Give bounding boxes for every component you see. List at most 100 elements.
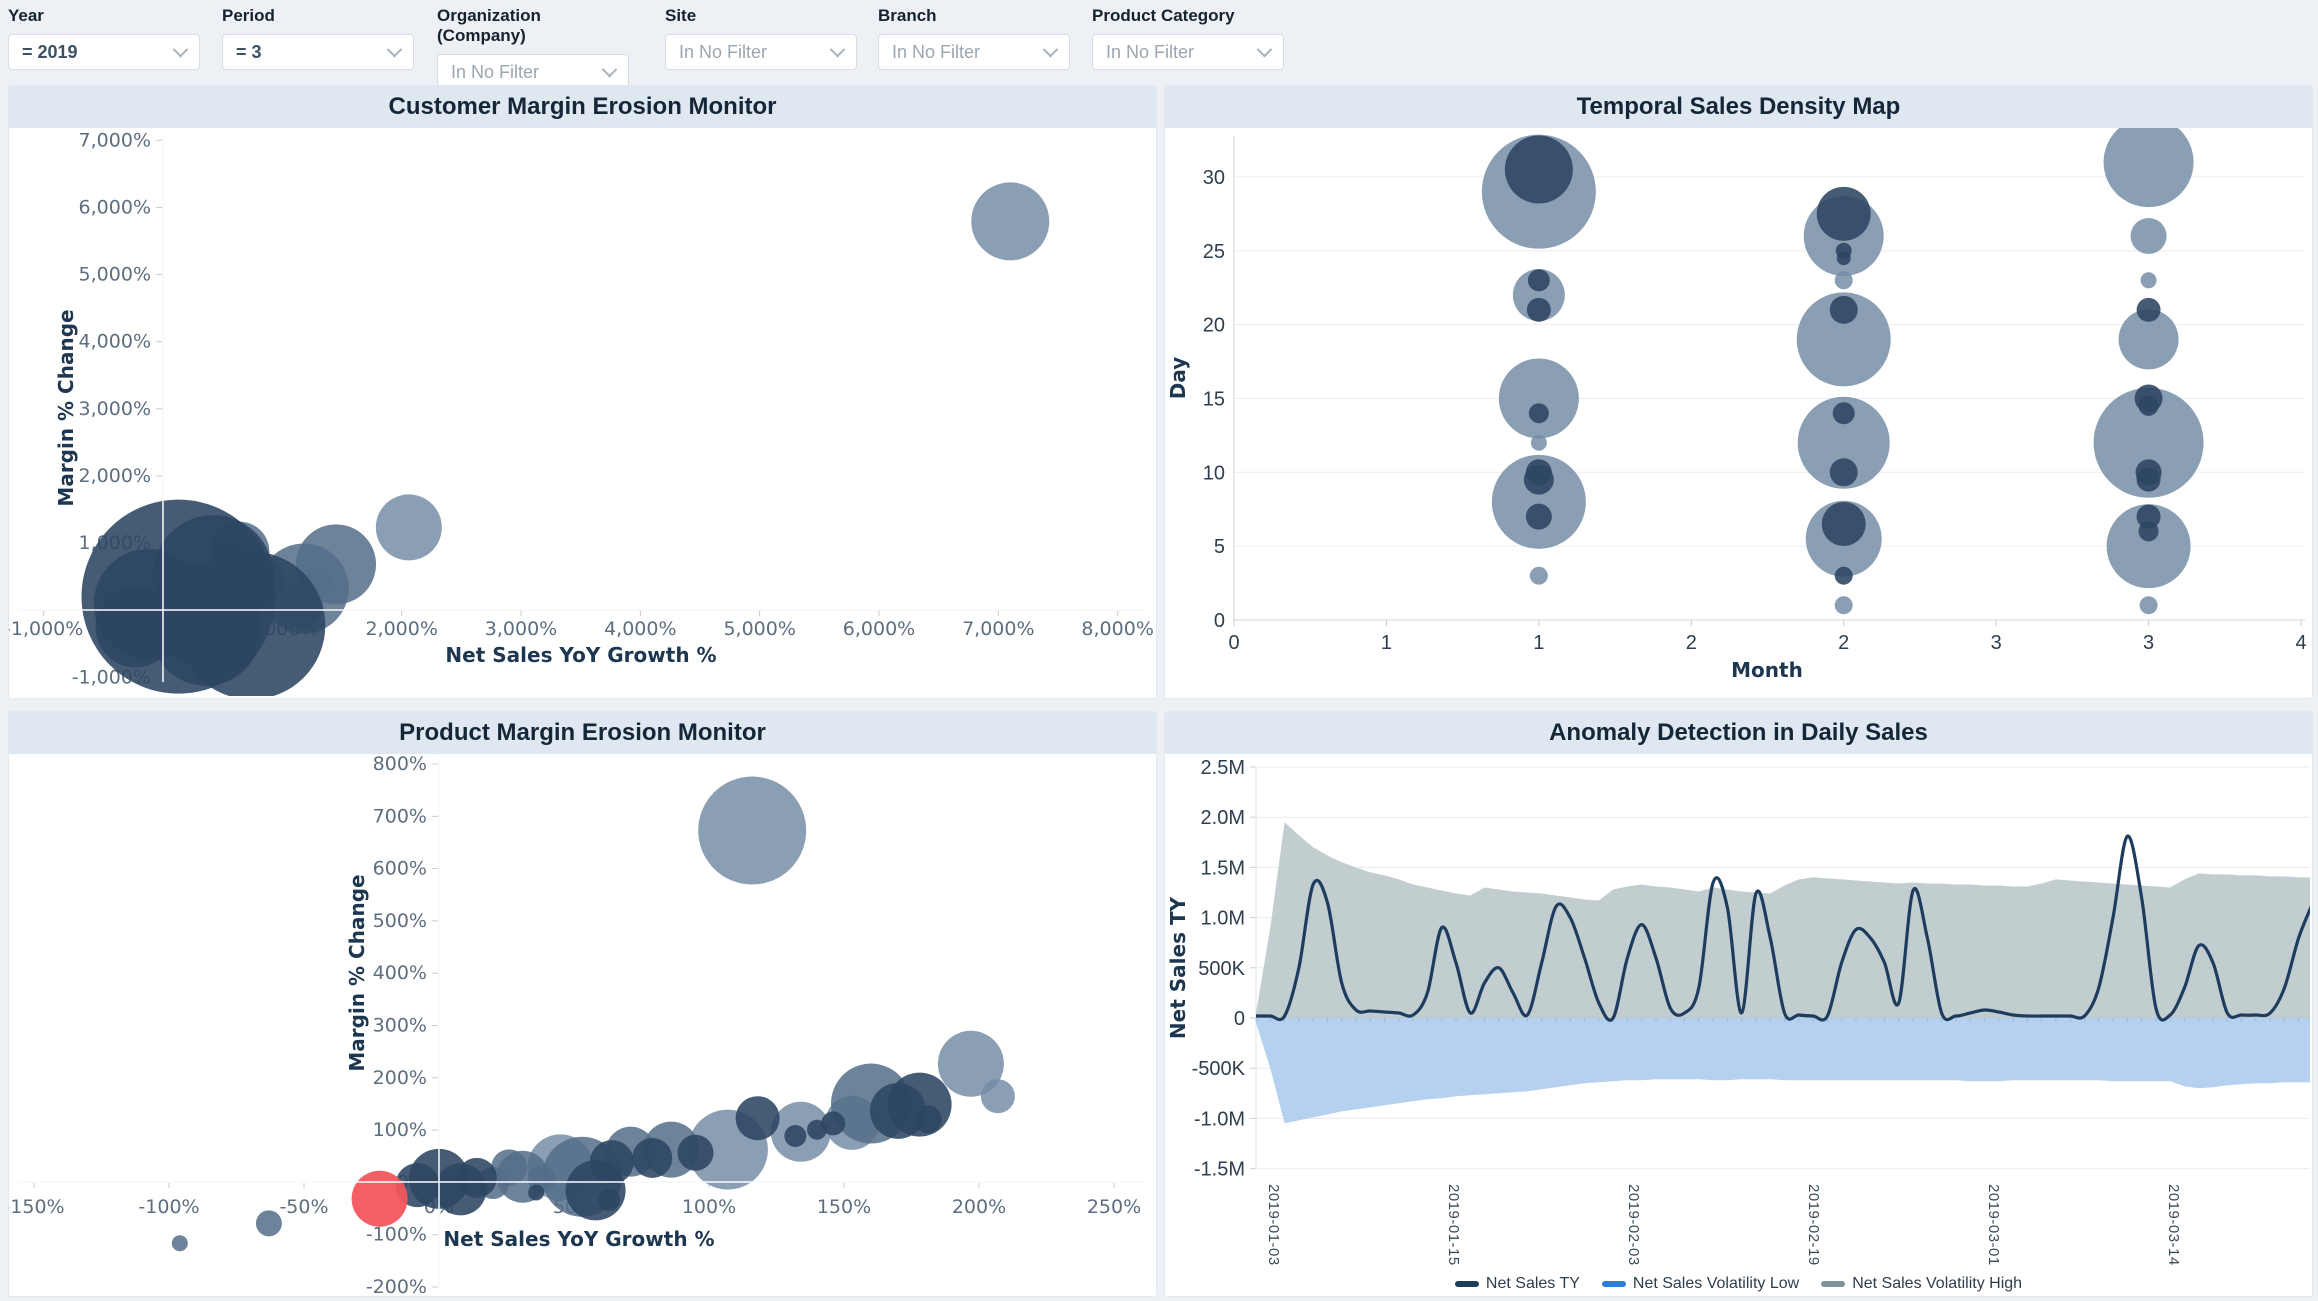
- chevron-down-icon: [386, 41, 403, 57]
- svg-text:-1.5M: -1.5M: [1194, 1159, 1245, 1181]
- filter-group-year: Year = 2019: [8, 6, 200, 70]
- site-select[interactable]: In No Filter: [665, 34, 857, 70]
- legend-item-volatility-low[interactable]: Net Sales Volatility Low: [1601, 1275, 1800, 1293]
- filter-group-product-category: Product Category In No Filter: [1092, 6, 1284, 70]
- svg-text:2019-01-15: 2019-01-15: [1445, 1184, 1462, 1266]
- chevron-down-icon: [172, 41, 189, 57]
- svg-text:4,000%: 4,000%: [79, 331, 151, 353]
- product-category-select[interactable]: In No Filter: [1092, 34, 1284, 70]
- svg-text:2.5M: 2.5M: [1201, 757, 1245, 779]
- svg-text:30: 30: [1203, 167, 1225, 189]
- svg-text:7,000%: 7,000%: [962, 618, 1034, 640]
- filter-label-period: Period: [222, 6, 275, 25]
- legend-item-volatility-high[interactable]: Net Sales Volatility High: [1821, 1275, 2022, 1293]
- chevron-down-icon: [1042, 41, 1059, 57]
- svg-text:-100%: -100%: [138, 1196, 199, 1218]
- legend-label: Net Sales Volatility Low: [1632, 1275, 1800, 1292]
- svg-text:10: 10: [1203, 462, 1225, 484]
- period-select[interactable]: = 3: [222, 34, 414, 70]
- product-category-select-value: In No Filter: [1106, 41, 1195, 62]
- legend-item-net-sales-ty[interactable]: Net Sales TY: [1454, 1275, 1580, 1293]
- svg-text:2019-03-14: 2019-03-14: [2165, 1184, 2182, 1266]
- svg-text:Month: Month: [1731, 658, 1803, 682]
- legend-swatch-net-sales-ty: [1454, 1281, 1479, 1287]
- legend-label: Net Sales Volatility High: [1852, 1275, 2023, 1292]
- chart-temporal-density-bubble[interactable]: 0 5 10 15 20 25 30 0 1 1 2 2 3 3 4 Month Day: [1165, 128, 2310, 696]
- year-select[interactable]: = 2019: [8, 34, 200, 70]
- panel-temporal-density: Temporal Sales Density Map 0 5 10 15 20 25 30 0…: [1164, 85, 2313, 699]
- svg-text:5: 5: [1214, 536, 1225, 558]
- svg-text:-500K: -500K: [1192, 1058, 1246, 1080]
- filter-group-site: Site In No Filter: [665, 6, 857, 70]
- panel-customer-margin: Customer Margin Erosion Monitor -1,000%0…: [8, 85, 1157, 699]
- svg-text:700%: 700%: [373, 805, 427, 827]
- svg-text:150%: 150%: [817, 1196, 871, 1218]
- svg-text:2019-02-19: 2019-02-19: [1805, 1184, 1822, 1266]
- svg-text:250%: 250%: [1087, 1196, 1141, 1218]
- chevron-down-icon: [829, 41, 846, 57]
- panel-title-anomaly-detection: Anomaly Detection in Daily Sales: [1165, 712, 2312, 754]
- filter-label-year: Year: [8, 6, 44, 25]
- svg-text:1: 1: [1381, 632, 1392, 654]
- svg-text:800%: 800%: [373, 754, 427, 775]
- filter-group-branch: Branch In No Filter: [878, 6, 1070, 70]
- svg-text:Net Sales YoY Growth %: Net Sales YoY Growth %: [445, 643, 716, 667]
- svg-text:3,000%: 3,000%: [485, 618, 557, 640]
- svg-text:2019-02-03: 2019-02-03: [1625, 1184, 1642, 1266]
- svg-text:-1,000%: -1,000%: [9, 618, 83, 640]
- svg-text:15: 15: [1203, 388, 1225, 410]
- svg-text:7,000%: 7,000%: [79, 129, 151, 151]
- svg-text:1.5M: 1.5M: [1201, 857, 1245, 879]
- filter-group-organization: Organization (Company) In No Filter: [437, 6, 629, 90]
- svg-text:0: 0: [1228, 632, 1239, 654]
- branch-select[interactable]: In No Filter: [878, 34, 1070, 70]
- period-select-value: = 3: [236, 41, 262, 62]
- svg-text:Margin % Change: Margin % Change: [345, 874, 369, 1071]
- svg-text:2: 2: [1838, 632, 1849, 654]
- filter-group-period: Period = 3: [222, 6, 414, 70]
- chart-legend: Net Sales TY Net Sales Volatility Low Ne…: [1165, 1275, 2312, 1293]
- filter-label-site: Site: [665, 6, 697, 25]
- svg-text:-100%: -100%: [366, 1224, 427, 1246]
- svg-text:3: 3: [2143, 632, 2154, 654]
- chart-anomaly-detection-line[interactable]: 2.5M 2.0M 1.5M 1.0M 500K 0 -500K -1.0M -1.5M 2019…: [1165, 754, 2310, 1294]
- svg-text:500%: 500%: [373, 910, 427, 932]
- svg-text:6,000%: 6,000%: [843, 618, 915, 640]
- svg-text:0: 0: [1214, 610, 1225, 632]
- panel-product-margin: Product Margin Erosion Monitor -150% -100…: [8, 711, 1157, 1297]
- svg-text:3,000%: 3,000%: [79, 398, 151, 420]
- svg-text:-1.0M: -1.0M: [1194, 1108, 1245, 1130]
- svg-text:2,000%: 2,000%: [365, 618, 437, 640]
- filter-label-product-category: Product Category: [1092, 6, 1235, 25]
- svg-text:300%: 300%: [373, 1015, 427, 1037]
- chevron-down-icon: [601, 61, 618, 77]
- panel-title-temporal-density: Temporal Sales Density Map: [1165, 86, 2312, 128]
- svg-text:8,000%: 8,000%: [1081, 618, 1153, 640]
- svg-text:500K: 500K: [1198, 958, 1245, 980]
- legend-label: Net Sales TY: [1485, 1275, 1580, 1292]
- svg-text:4: 4: [2295, 632, 2306, 654]
- chart-customer-margin-bubble[interactable]: -1,000%0%1,000%2,000%3,000%4,000%5,000%6…: [9, 128, 1154, 696]
- legend-swatch-volatility-low: [1601, 1281, 1626, 1287]
- panel-title-customer-margin: Customer Margin Erosion Monitor: [9, 86, 1156, 128]
- panel-anomaly-detection: Anomaly Detection in Daily Sales 2.5M 2.0…: [1164, 711, 2313, 1297]
- svg-text:2: 2: [1686, 632, 1697, 654]
- svg-text:Margin % Change: Margin % Change: [54, 309, 78, 506]
- filter-label-organization: Organization (Company): [437, 6, 541, 45]
- chart-product-margin-bubble[interactable]: -150%-100%-50%0%50%100%150%200%250%800%7…: [9, 754, 1154, 1294]
- svg-text:6,000%: 6,000%: [79, 196, 151, 218]
- svg-text:2.0M: 2.0M: [1201, 807, 1245, 829]
- svg-text:Net Sales YoY Growth %: Net Sales YoY Growth %: [443, 1227, 714, 1251]
- svg-text:5,000%: 5,000%: [79, 264, 151, 286]
- organization-select[interactable]: In No Filter: [437, 54, 629, 90]
- svg-text:100%: 100%: [373, 1119, 427, 1141]
- svg-text:1: 1: [1533, 632, 1544, 654]
- svg-text:Day: Day: [1166, 357, 1190, 400]
- svg-text:-150%: -150%: [9, 1196, 65, 1218]
- svg-text:600%: 600%: [373, 858, 427, 880]
- svg-text:20: 20: [1203, 315, 1225, 337]
- branch-select-value: In No Filter: [892, 41, 981, 62]
- svg-text:2019-03-01: 2019-03-01: [1985, 1184, 2002, 1266]
- organization-select-value: In No Filter: [451, 61, 540, 82]
- svg-text:2019-01-03: 2019-01-03: [1265, 1184, 1282, 1266]
